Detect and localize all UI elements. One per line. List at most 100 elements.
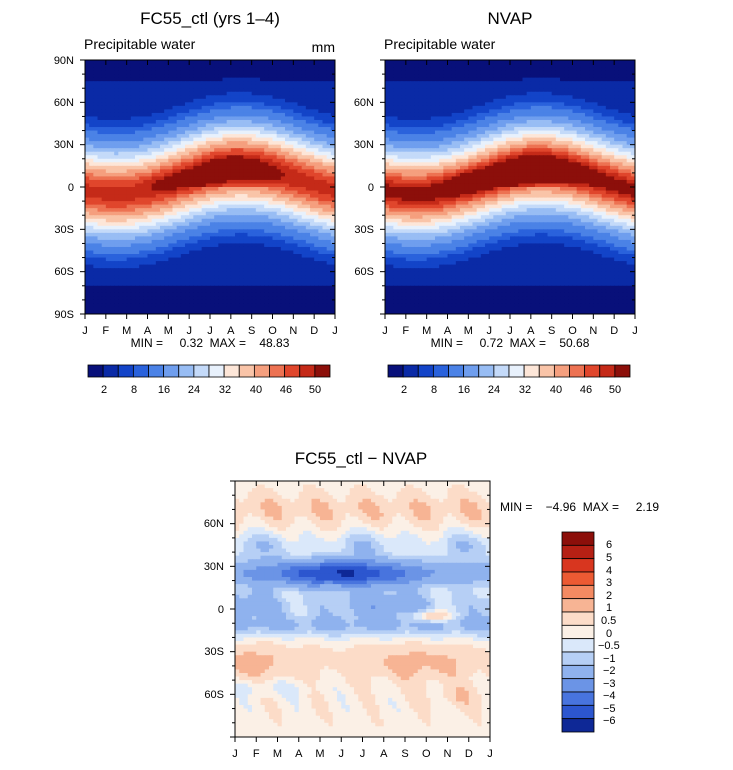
field-cell	[277, 106, 282, 110]
field-cell	[193, 92, 198, 96]
field-cell	[264, 229, 269, 233]
field-cell	[427, 60, 432, 64]
field-cell	[135, 95, 140, 99]
field-cell	[243, 226, 248, 230]
field-cell	[248, 187, 253, 191]
field-cell	[189, 293, 194, 297]
field-cell	[252, 162, 257, 166]
field-cell	[143, 229, 148, 233]
field-cell	[173, 282, 178, 286]
field-cell	[314, 67, 319, 71]
field-cell	[243, 261, 248, 265]
field-cell	[560, 85, 565, 89]
field-cell	[173, 152, 178, 156]
field-cell	[168, 88, 173, 92]
field-cell	[273, 233, 278, 237]
field-cell	[235, 152, 240, 156]
field-cell	[110, 67, 115, 71]
field-cell	[427, 71, 432, 75]
field-cell	[435, 71, 440, 75]
field-cell	[289, 289, 294, 293]
field-cell	[243, 268, 248, 272]
field-cell	[189, 166, 194, 170]
field-cell	[102, 85, 107, 89]
field-cell	[110, 106, 115, 110]
field-cell	[448, 60, 453, 64]
field-cell	[452, 85, 457, 89]
field-cell	[260, 303, 265, 307]
field-cell	[302, 180, 307, 184]
field-cell	[310, 95, 315, 99]
field-cell	[306, 159, 311, 163]
field-cell	[106, 208, 111, 212]
field-cell	[327, 113, 332, 117]
field-cell	[235, 183, 240, 187]
field-cell	[289, 187, 294, 191]
field-cell	[131, 286, 136, 290]
field-cell	[168, 212, 173, 216]
field-cell	[202, 152, 207, 156]
field-cell	[606, 71, 611, 75]
field-cell	[202, 279, 207, 283]
field-cell	[168, 74, 173, 78]
field-cell	[160, 219, 165, 223]
field-cell	[189, 92, 194, 96]
field-cell	[256, 120, 261, 124]
field-cell	[206, 240, 211, 244]
field-cell	[452, 60, 457, 64]
field-cell	[302, 88, 307, 92]
field-cell	[93, 134, 98, 138]
field-cell	[260, 180, 265, 184]
field-cell	[518, 81, 523, 85]
field-cell	[277, 141, 282, 145]
field-cell	[106, 88, 111, 92]
field-cell	[206, 265, 211, 269]
field-cell	[193, 141, 198, 145]
field-cell	[198, 159, 203, 163]
field-cell	[298, 131, 303, 135]
field-cell	[498, 64, 503, 68]
field-cell	[102, 215, 107, 219]
field-cell	[485, 85, 490, 89]
field-cell	[131, 71, 136, 75]
field-cell	[152, 187, 157, 191]
field-cell	[218, 155, 223, 159]
field-cell	[89, 191, 94, 195]
field-cell	[493, 81, 498, 85]
field-cell	[160, 233, 165, 237]
field-cell	[193, 71, 198, 75]
field-cell	[93, 303, 98, 307]
field-cell	[98, 134, 103, 138]
field-cell	[243, 67, 248, 71]
field-cell	[223, 229, 228, 233]
field-cell	[189, 240, 194, 244]
field-cell	[106, 247, 111, 251]
field-cell	[139, 145, 144, 149]
field-cell	[206, 300, 211, 304]
field-cell	[327, 120, 332, 124]
field-cell	[110, 191, 115, 195]
colorbar-swatch	[194, 365, 209, 377]
field-cell	[177, 74, 182, 78]
field-cell	[198, 233, 203, 237]
field-cell	[323, 258, 328, 262]
field-cell	[260, 265, 265, 269]
field-cell	[314, 166, 319, 170]
field-cell	[160, 254, 165, 258]
field-cell	[189, 71, 194, 75]
field-cell	[577, 78, 582, 82]
field-cell	[152, 261, 157, 265]
field-cell	[268, 141, 273, 145]
field-cell	[306, 60, 311, 64]
field-cell	[160, 134, 165, 138]
field-cell	[214, 247, 219, 251]
field-cell	[102, 194, 107, 198]
field-cell	[102, 201, 107, 205]
field-cell	[206, 191, 211, 195]
field-cell	[268, 243, 273, 247]
field-cell	[173, 81, 178, 85]
field-cell	[506, 85, 511, 89]
field-cell	[98, 176, 103, 180]
field-cell	[160, 212, 165, 216]
field-cell	[193, 138, 198, 142]
